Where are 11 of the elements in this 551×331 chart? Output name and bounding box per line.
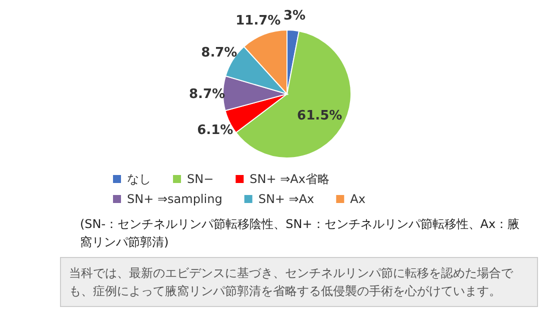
data-label: 11.7% bbox=[236, 13, 281, 28]
text: 当科では、最新のエビデンスに基づき、センチネルリンパ節に転移を認めた場合でも、症例によって腋窩リンパ節郭清を省略する低侵襲の手術を心がけています。 bbox=[60, 257, 538, 307]
data-label: 8.7% bbox=[201, 46, 238, 61]
legend-label: SN+ ⇒Ax bbox=[258, 192, 314, 206]
legend-label: Ax bbox=[350, 192, 366, 206]
data-label: 61.5% bbox=[297, 108, 342, 124]
legend-label: SN− bbox=[187, 172, 214, 186]
data-label: 3% bbox=[284, 8, 306, 24]
data-label: 6.1% bbox=[197, 123, 234, 138]
legend-label: なし bbox=[127, 172, 151, 186]
text: (SN-：センチネルリンパ節転移陰性、SN+：センチネルリンパ節転移性、Ax：腋窩リンパ節郭清) bbox=[80, 216, 520, 251]
